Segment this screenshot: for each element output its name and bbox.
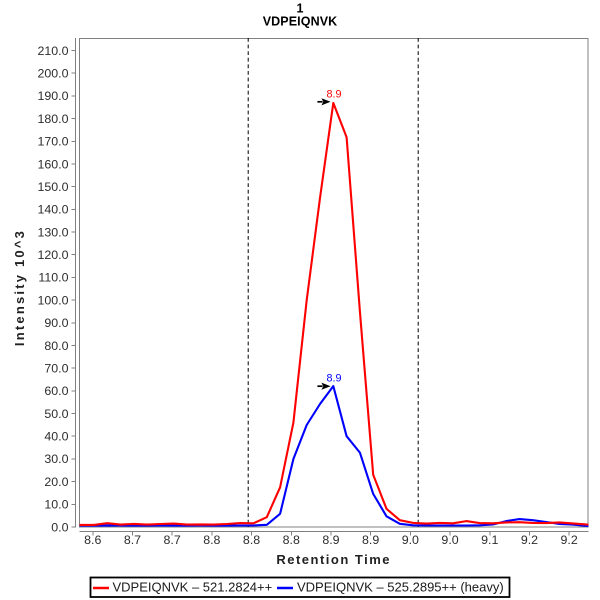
svg-text:100.0: 100.0 <box>37 293 68 307</box>
svg-text:8.8: 8.8 <box>203 533 220 547</box>
svg-text:8.8: 8.8 <box>243 533 260 547</box>
svg-text:8.6: 8.6 <box>84 533 101 547</box>
svg-text:VDPEIQNVK – 521.2824++: VDPEIQNVK – 521.2824++ <box>113 580 273 595</box>
svg-text:0.0: 0.0 <box>51 520 68 534</box>
svg-text:160.0: 160.0 <box>37 157 68 171</box>
svg-text:110.0: 110.0 <box>38 271 68 285</box>
svg-text:50.0: 50.0 <box>44 407 68 421</box>
svg-text:8.9: 8.9 <box>326 89 341 101</box>
svg-text:Retention Time: Retention Time <box>276 552 391 567</box>
svg-text:VDPEIQNVK: VDPEIQNVK <box>263 15 338 29</box>
svg-text:210.0: 210.0 <box>37 44 68 58</box>
svg-text:8.7: 8.7 <box>164 533 181 547</box>
svg-text:8.9: 8.9 <box>362 533 379 547</box>
svg-text:9.1: 9.1 <box>481 533 498 547</box>
svg-text:8.8: 8.8 <box>283 533 300 547</box>
svg-text:1: 1 <box>297 2 304 16</box>
svg-text:200.0: 200.0 <box>37 67 68 81</box>
svg-text:150.0: 150.0 <box>37 180 68 194</box>
svg-text:140.0: 140.0 <box>37 203 68 217</box>
svg-text:90.0: 90.0 <box>44 316 68 330</box>
svg-text:9.0: 9.0 <box>402 533 419 547</box>
svg-text:30.0: 30.0 <box>44 452 68 466</box>
svg-text:VDPEIQNVK – 525.2895++ (heavy): VDPEIQNVK – 525.2895++ (heavy) <box>297 580 504 595</box>
svg-text:8.9: 8.9 <box>326 373 341 385</box>
svg-text:130.0: 130.0 <box>37 225 68 239</box>
svg-text:20.0: 20.0 <box>44 475 68 489</box>
svg-text:190.0: 190.0 <box>37 89 68 103</box>
svg-text:9.0: 9.0 <box>441 533 458 547</box>
svg-text:80.0: 80.0 <box>44 339 68 353</box>
svg-text:9.2: 9.2 <box>521 533 538 547</box>
svg-text:170.0: 170.0 <box>37 135 68 149</box>
svg-text:60.0: 60.0 <box>44 384 68 398</box>
svg-text:180.0: 180.0 <box>37 112 68 126</box>
svg-text:9.2: 9.2 <box>561 533 578 547</box>
svg-text:70.0: 70.0 <box>44 361 68 375</box>
svg-text:8.9: 8.9 <box>322 533 339 547</box>
svg-text:10.0: 10.0 <box>44 498 68 512</box>
svg-text:8.7: 8.7 <box>124 533 141 547</box>
svg-text:40.0: 40.0 <box>44 430 68 444</box>
svg-text:120.0: 120.0 <box>37 248 68 262</box>
svg-text:Intensity 10^3: Intensity 10^3 <box>12 229 27 346</box>
